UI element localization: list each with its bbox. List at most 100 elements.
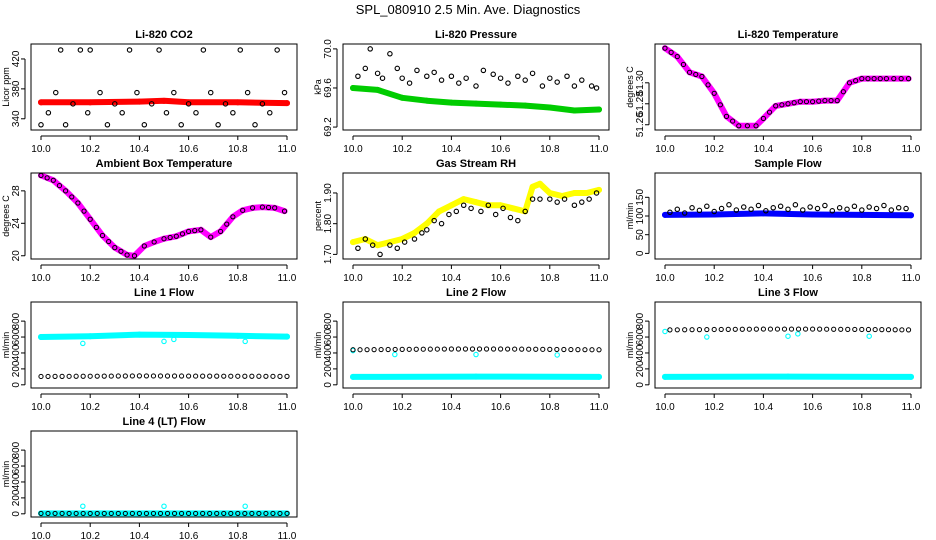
data-point [473, 100, 479, 107]
data-point [214, 373, 220, 379]
data-point [462, 346, 469, 352]
data-point [681, 210, 688, 216]
data-point [561, 196, 568, 202]
data-point [554, 199, 560, 205]
data-point [228, 510, 234, 517]
data-point [230, 214, 236, 220]
data-point [810, 326, 816, 332]
data-point [401, 239, 408, 245]
data-point [448, 99, 455, 106]
data-point [193, 110, 199, 116]
data-point [186, 228, 192, 235]
data-point [473, 351, 479, 358]
data-point [171, 510, 178, 517]
data-point [824, 326, 830, 332]
data-point [119, 110, 125, 116]
data-point [235, 373, 241, 379]
data-point [512, 346, 518, 352]
data-point [249, 205, 256, 211]
chart-title: Line 2 Flow [446, 287, 506, 299]
data-point [760, 326, 767, 332]
x-tick-label: 10.4 [442, 273, 462, 284]
data-point [744, 123, 751, 129]
data-point [277, 373, 283, 379]
data-point [200, 510, 206, 517]
data-band [350, 180, 602, 249]
x-axis: 10.0 10.2 10.4 10.6 10.8 11.0 [343, 264, 609, 284]
x-tick-label: 10.4 [754, 273, 774, 284]
data-point [662, 373, 668, 380]
y-tick-label: 69.6 [323, 78, 334, 98]
data-point [38, 373, 44, 380]
x-tick-label: 10.2 [80, 531, 100, 540]
data-point [263, 373, 269, 379]
data-point [224, 221, 230, 227]
y-tick-label: 340 [11, 110, 22, 127]
data-point [235, 510, 241, 517]
x-tick-label: 10.6 [803, 402, 823, 413]
x-tick-label: 10.2 [80, 273, 100, 284]
data-point [423, 97, 430, 104]
y-tick-label: 380 [11, 80, 22, 97]
chart-title: Gas Stream RH [436, 158, 516, 170]
data-point [717, 102, 723, 108]
x-tick-label: 10.0 [31, 144, 51, 155]
data-point [662, 45, 668, 51]
y-tick-label: 0 [635, 250, 646, 256]
x-tick-label: 10.0 [655, 144, 675, 155]
data-point [687, 69, 693, 75]
data-point [56, 182, 63, 189]
data-point [888, 207, 895, 213]
data-point [171, 373, 178, 379]
chart-panel: Gas Stream RH percent 10.0 10.2 10.4 10.6 10.8… [313, 158, 610, 284]
data-point [259, 101, 266, 107]
x-tick-label: 11.0 [902, 144, 921, 155]
data-point [596, 106, 602, 113]
data-point [674, 206, 681, 213]
data-point [588, 83, 595, 89]
x-tick-label: 10.8 [540, 144, 560, 155]
data-point [547, 196, 553, 202]
x-tick-label: 11.0 [590, 402, 609, 413]
chart-panel: Ambient Box Temperature degrees C 10.0 10.2… [1, 158, 298, 284]
data-point [797, 99, 803, 105]
data-point [836, 205, 843, 211]
data-point [668, 49, 674, 55]
data-point [364, 347, 370, 353]
data-point [87, 216, 93, 222]
plot-frame [30, 430, 298, 518]
data-point [369, 242, 376, 248]
data-point [859, 207, 865, 213]
data-point [704, 334, 710, 340]
y-tick-label: 200 [11, 360, 22, 377]
data-point [129, 373, 135, 379]
data-point [87, 333, 94, 340]
data-point [104, 122, 111, 128]
x-tick-label: 10.6 [491, 273, 511, 284]
data-point [157, 373, 164, 379]
data-point [872, 326, 878, 333]
data-point [662, 211, 668, 218]
y-tick-label: 200 [323, 360, 334, 377]
data-point [62, 122, 69, 128]
data-point [547, 75, 553, 81]
data-point [810, 99, 816, 105]
data-point [693, 71, 699, 78]
y-axis-label: ml/min [1, 461, 11, 488]
data-point [571, 107, 578, 114]
y-tick-label: 51.26 [635, 112, 646, 137]
data-point [99, 232, 106, 239]
y-tick-label: 420 [11, 50, 22, 67]
data-point [45, 110, 52, 116]
data-point [414, 67, 420, 74]
data-point [377, 251, 383, 258]
data-point [70, 101, 76, 107]
data-point [696, 207, 703, 214]
data-point [420, 346, 426, 352]
data-point [163, 110, 170, 116]
series-2-5-min-ave [662, 45, 912, 129]
data-point [554, 346, 560, 353]
data-point [593, 190, 600, 196]
